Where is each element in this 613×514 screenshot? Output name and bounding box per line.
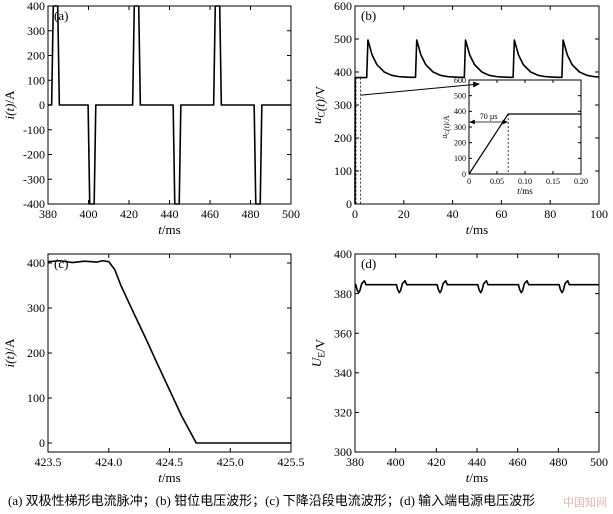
panel3-x-tick-label: 400	[387, 455, 405, 469]
panel1-x-tick-label: 20	[398, 207, 410, 221]
panel3-x-tick-label: 420	[427, 455, 445, 469]
panel1-x-axis-label: t/ms	[466, 222, 488, 237]
panelb-inset-y-tick-label: 300	[454, 123, 466, 132]
panel3-x-tick-label: 380	[346, 455, 364, 469]
panel0-series-line-0	[48, 5, 291, 205]
zoom-arrow	[361, 81, 480, 96]
panelb-inset-y-tick-label: 0	[462, 170, 466, 179]
panel2-series-line-0	[47, 259, 291, 444]
panel3-plot-frame	[354, 253, 600, 453]
watermark: 中国知网	[563, 496, 607, 509]
panel1-y-tick-label: 400	[334, 65, 352, 79]
inset-x-axis-label: t/ms	[517, 186, 533, 196]
figure-caption: (a) 双极性梯形电流脉冲；(b) 钳位电压波形；(c) 下降沿段电流波形；(d…	[8, 493, 536, 508]
panel1-x-tick-label: 60	[495, 207, 507, 221]
panelb-inset-y-tick-label: 100	[454, 154, 466, 163]
panel3-y-tick-label: 360	[334, 326, 352, 340]
panel0-x-tick-label: 380	[39, 207, 57, 221]
panel0-x-tick-label: 440	[161, 207, 179, 221]
panel3-x-tick-label: 500	[590, 455, 608, 469]
panel1-y-tick-label: 500	[334, 32, 352, 46]
panel0-x-axis-label: t/ms	[158, 222, 180, 237]
panel0-y-tick-label: 100	[27, 73, 45, 87]
panel2-y-tick-label: 200	[27, 346, 45, 360]
panel3-y-tick-label: 380	[334, 287, 352, 301]
panelb-inset-y-tick-label: 200	[454, 138, 466, 147]
panel2-y-axis-label: i(t)/A	[2, 338, 17, 368]
panelb-inset-x-tick-label: 0.15	[546, 177, 560, 186]
panel1-x-tick-label: 0	[352, 207, 358, 221]
panel0-y-tick-label: -400	[23, 197, 45, 211]
panel3-x-tick-label: 460	[509, 455, 527, 469]
panelb-inset-y-tick-label: 400	[454, 107, 466, 116]
panel3-x-axis-label: t/ms	[466, 470, 488, 485]
panel2-x-tick-label: 424.0	[95, 455, 122, 469]
panel0-y-tick-label: -300	[23, 172, 45, 186]
panelb-inset-y-tick-label: 500	[454, 91, 466, 100]
panel3-panel-label: (d)	[361, 256, 376, 271]
panel2-y-tick-label: 300	[27, 301, 45, 315]
panel3-y-axis-label: UE/V	[309, 338, 327, 367]
panelb-inset-x-tick-label: 0.10	[518, 177, 532, 186]
panel1-x-tick-label: 40	[447, 207, 459, 221]
panel2-panel-label: (c)	[54, 256, 68, 271]
panel3-x-tick-label: 440	[468, 455, 486, 469]
panelb-inset-x-tick-label: 0	[467, 177, 471, 186]
panel0-x-tick-label: 480	[242, 207, 260, 221]
panel1-y-tick-label: 100	[334, 164, 352, 178]
panelb-inset-y-tick-label: 600	[454, 76, 466, 85]
panel1-x-tick-label: 80	[544, 207, 556, 221]
panel0-y-axis-label: i(t)/A	[2, 90, 17, 120]
panel0-panel-label: (a)	[54, 8, 68, 23]
panel0-y-tick-label: -100	[23, 123, 45, 137]
panel3-y-tick-label: 320	[334, 406, 352, 420]
panel0-y-tick-label: 200	[27, 49, 45, 63]
panel2-y-tick-label: 0	[39, 436, 45, 450]
panel3-series-line-0	[355, 279, 599, 294]
panel0-y-tick-label: 300	[27, 24, 45, 38]
panel2-plot-frame	[47, 253, 292, 453]
panel0-y-tick-label: 0	[39, 98, 45, 112]
panel2-x-tick-label: 425.5	[278, 455, 305, 469]
panel1-y-axis-label: uC(t)/V	[309, 85, 327, 124]
inset-y-axis-label: uC(t)/A	[440, 115, 451, 139]
panel0-x-tick-label: 420	[120, 207, 138, 221]
inset-annotation-label: 70 µs	[480, 112, 498, 121]
panel2-x-tick-label: 423.5	[35, 455, 62, 469]
panel3-x-tick-label: 480	[549, 455, 567, 469]
panel3-y-tick-label: 400	[334, 247, 352, 261]
panelb-inset-plot-frame	[468, 79, 582, 175]
panel1-x-tick-label: 100	[590, 207, 608, 221]
panelb-inset-x-tick-label: 0.05	[490, 177, 504, 186]
panel0-x-tick-label: 500	[282, 207, 300, 221]
panel0-y-tick-label: -200	[23, 148, 45, 162]
panel3-y-tick-label: 340	[334, 366, 352, 380]
panel2-y-tick-label: 400	[27, 256, 45, 270]
panel0-y-tick-label: 400	[27, 0, 45, 13]
panel1-y-tick-label: 600	[334, 0, 352, 13]
panel3-y-tick-label: 300	[334, 445, 352, 459]
panel1-y-tick-label: 300	[334, 98, 352, 112]
panel1-y-tick-label: 200	[334, 131, 352, 145]
panel2-x-tick-label: 425.0	[217, 455, 244, 469]
panel0-x-tick-label: 460	[201, 207, 219, 221]
panel0-x-tick-label: 400	[80, 207, 98, 221]
panelb-inset-x-tick-label: 0.20	[574, 177, 588, 186]
panel2-y-tick-label: 100	[27, 391, 45, 405]
panel1-y-tick-label: 0	[346, 197, 352, 211]
panel2-x-tick-label: 424.5	[156, 455, 183, 469]
panel1-panel-label: (b)	[361, 8, 376, 23]
panel1-series-line-0	[354, 39, 600, 205]
panel2-x-axis-label: t/ms	[158, 470, 180, 485]
